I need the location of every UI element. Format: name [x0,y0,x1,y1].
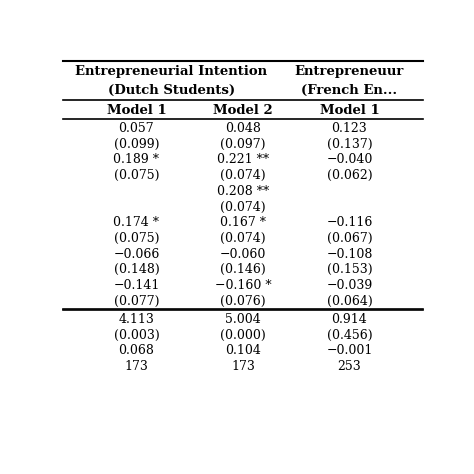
Text: (0.074): (0.074) [220,201,266,214]
Text: −0.160 *: −0.160 * [215,279,271,292]
Text: Model 2: Model 2 [213,104,273,117]
Text: Model 1: Model 1 [319,104,379,117]
Text: 173: 173 [231,360,255,373]
Text: (0.074): (0.074) [220,169,266,182]
Text: 0.104: 0.104 [225,345,261,357]
Text: Entrepreneuur: Entrepreneuur [295,65,404,78]
Text: Entrepreneurial Intention: Entrepreneurial Intention [75,65,267,78]
Text: −0.066: −0.066 [113,247,160,261]
Text: (0.456): (0.456) [327,328,372,342]
Text: −0.040: −0.040 [326,154,373,166]
Text: 0.167 *: 0.167 * [220,216,266,229]
Text: 0.221 **: 0.221 ** [217,154,269,166]
Text: 253: 253 [337,360,361,373]
Text: 0.048: 0.048 [225,122,261,135]
Text: −0.141: −0.141 [113,279,160,292]
Text: 4.113: 4.113 [118,313,155,326]
Text: (0.097): (0.097) [220,138,265,151]
Text: 0.123: 0.123 [332,122,367,135]
Text: (0.075): (0.075) [114,169,159,182]
Text: (0.003): (0.003) [113,328,159,342]
Text: −0.108: −0.108 [326,247,373,261]
Text: 0.208 **: 0.208 ** [217,185,269,198]
Text: 0.057: 0.057 [118,122,154,135]
Text: (French En...: (French En... [301,84,398,97]
Text: (0.148): (0.148) [113,264,159,276]
Text: (0.077): (0.077) [114,295,159,308]
Text: −0.060: −0.060 [220,247,266,261]
Text: −0.116: −0.116 [326,216,373,229]
Text: (Dutch Students): (Dutch Students) [108,84,235,97]
Text: (0.075): (0.075) [114,232,159,245]
Text: −0.001: −0.001 [326,345,373,357]
Text: (0.000): (0.000) [220,328,266,342]
Text: (0.074): (0.074) [220,232,266,245]
Text: (0.146): (0.146) [220,264,266,276]
Text: −0.039: −0.039 [326,279,373,292]
Text: 0.068: 0.068 [118,345,155,357]
Text: (0.062): (0.062) [327,169,372,182]
Text: 0.914: 0.914 [332,313,367,326]
Text: (0.099): (0.099) [114,138,159,151]
Text: 0.174 *: 0.174 * [113,216,159,229]
Text: 5.004: 5.004 [225,313,261,326]
Text: (0.064): (0.064) [327,295,373,308]
Text: (0.067): (0.067) [327,232,372,245]
Text: Model 1: Model 1 [107,104,166,117]
Text: 173: 173 [125,360,148,373]
Text: 0.189 *: 0.189 * [113,154,159,166]
Text: (0.076): (0.076) [220,295,266,308]
Text: (0.153): (0.153) [327,264,372,276]
Text: (0.137): (0.137) [327,138,372,151]
